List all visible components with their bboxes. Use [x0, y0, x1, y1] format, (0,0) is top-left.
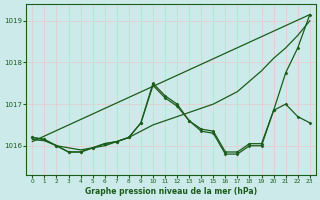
- X-axis label: Graphe pression niveau de la mer (hPa): Graphe pression niveau de la mer (hPa): [85, 187, 257, 196]
